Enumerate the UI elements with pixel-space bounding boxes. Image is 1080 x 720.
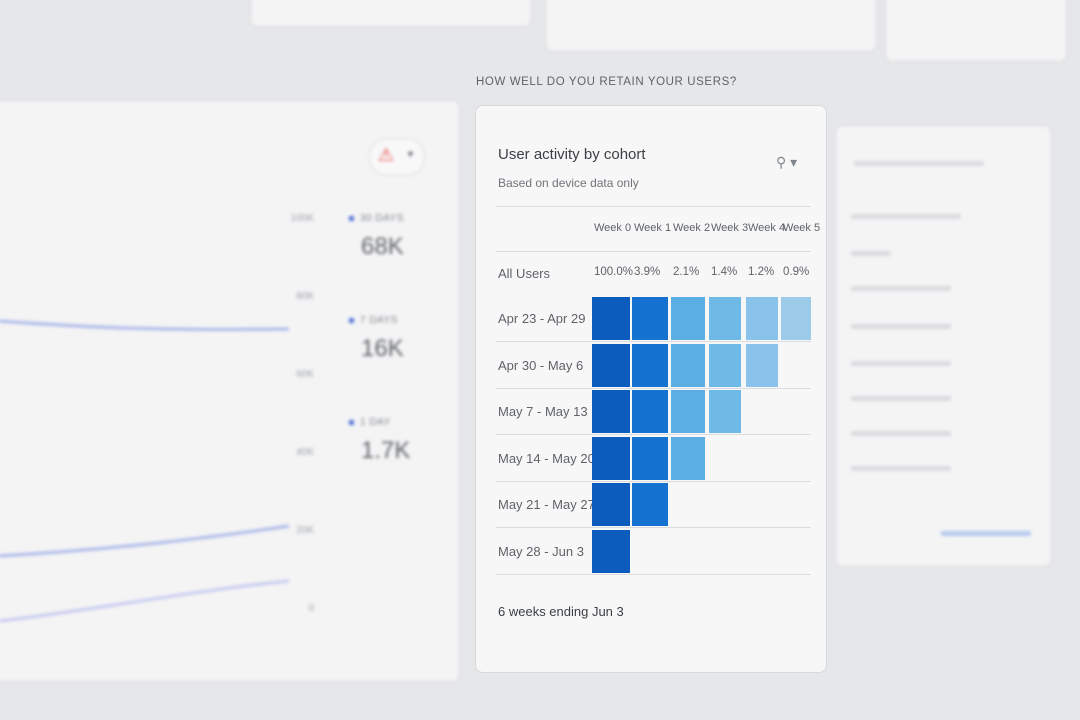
active-users-card: ⚠ ▼ 100K 80K 60K 40K 20K 0 30 DAYS 68K 7 DAYS 16… [0,100,460,682]
cohort-cell[interactable] [592,436,630,480]
cohort-row-label: May 28 - Jun 3 [498,543,584,559]
y-tick-label: 80K [296,291,314,302]
row-divider [496,573,811,575]
week-header: Week 0 [594,222,632,234]
cohort-row-label: May 7 - May 13 [498,404,588,419]
week-header: Week 4 [748,222,786,234]
right-card [835,125,1052,567]
cohort-cell[interactable] [781,297,811,340]
cohort-cell[interactable] [671,297,705,340]
series-line-7-days [0,524,290,558]
legend-dot-icon [349,419,354,425]
chevron-down-icon: ▼ [406,149,415,159]
y-tick-label: 40K [296,447,314,458]
alert-button[interactable]: ⚠ ▼ [369,138,425,176]
cohort-cell[interactable] [671,390,705,433]
cohort-row-label: Apr 30 - May 6 [498,357,584,373]
row-divider [496,527,811,528]
cohort-cell[interactable] [746,297,778,340]
card-subtitle: Based on device data only [498,176,639,190]
cohort-cell[interactable] [709,390,741,433]
cohort-cell[interactable] [632,297,668,340]
all-users-label: All Users [498,266,551,281]
insights-icon[interactable]: ⚲ ▾ [776,154,798,170]
top-card [885,0,1067,62]
row-divider [496,341,811,342]
legend-text: 7 DAYS [360,315,398,326]
all-users-value: 2.1% [673,266,700,278]
y-tick-label: 0 [308,603,314,614]
cohort-row-label: Apr 23 - Apr 29 [498,311,586,326]
cohort-row-label: May 14 - May 20 [498,450,595,466]
cohort-cell[interactable] [709,297,741,340]
legend-label: 30 DAYS [349,213,404,224]
top-card [250,0,532,27]
legend-text: 1 DAY [360,417,391,428]
card-title: User activity by cohort [498,146,646,163]
top-card [545,0,877,52]
week-header: Week 2 [673,222,711,234]
legend-dot-icon [349,215,354,221]
legend-text: 30 DAYS [360,213,404,224]
y-tick-label: 20K [296,525,314,536]
cohort-cell[interactable] [592,297,630,340]
footer-text: 6 weeks ending Jun 3 [498,604,624,619]
cohort-cell[interactable] [592,343,630,387]
cohort-card: User activity by cohort Based on device … [475,105,827,673]
row-divider [496,434,811,435]
row-divider [496,387,811,389]
legend-value: 16K [361,335,404,362]
legend-label: 1 DAY [349,417,391,428]
legend-dot-icon [349,317,354,323]
cohort-cell[interactable] [632,436,668,480]
warning-triangle-icon: ⚠ [378,145,395,165]
y-tick-label: 60K [296,369,314,380]
legend-value: 1.7K [361,437,411,464]
week-header: Week 1 [634,222,672,234]
cohort-cell[interactable] [592,390,630,433]
cohort-cell[interactable] [632,390,668,433]
week-header: Week 3 [711,222,749,234]
all-users-value: 0.9% [783,266,810,278]
all-users-value: 1.2% [748,266,775,278]
cohort-cell[interactable] [709,343,741,387]
legend-value: 68K [361,233,404,260]
series-line-1-day [0,579,290,623]
cohort-cell[interactable] [671,436,705,480]
cohort-cell[interactable] [592,529,630,573]
cohort-cell[interactable] [632,343,668,387]
section-title: HOW WELL DO YOU RETAIN YOUR USERS? [476,76,737,88]
cohort-cell[interactable] [671,343,705,387]
week-header: Week 5 [783,222,821,234]
all-users-value: 100.0% [594,266,634,278]
series-line-30-days [0,319,290,331]
row-divider [496,480,811,482]
cohort-row-label: May 21 - May 27 [498,497,595,512]
cohort-cell[interactable] [746,343,778,387]
cohort-cell[interactable] [592,483,630,526]
all-users-value: 1.4% [711,266,738,278]
cohort-cell[interactable] [632,483,668,526]
legend-label: 7 DAYS [349,315,398,326]
y-tick-label: 100K [290,213,314,224]
all-users-value: 3.9% [634,266,661,278]
active-users-chart [0,319,290,623]
